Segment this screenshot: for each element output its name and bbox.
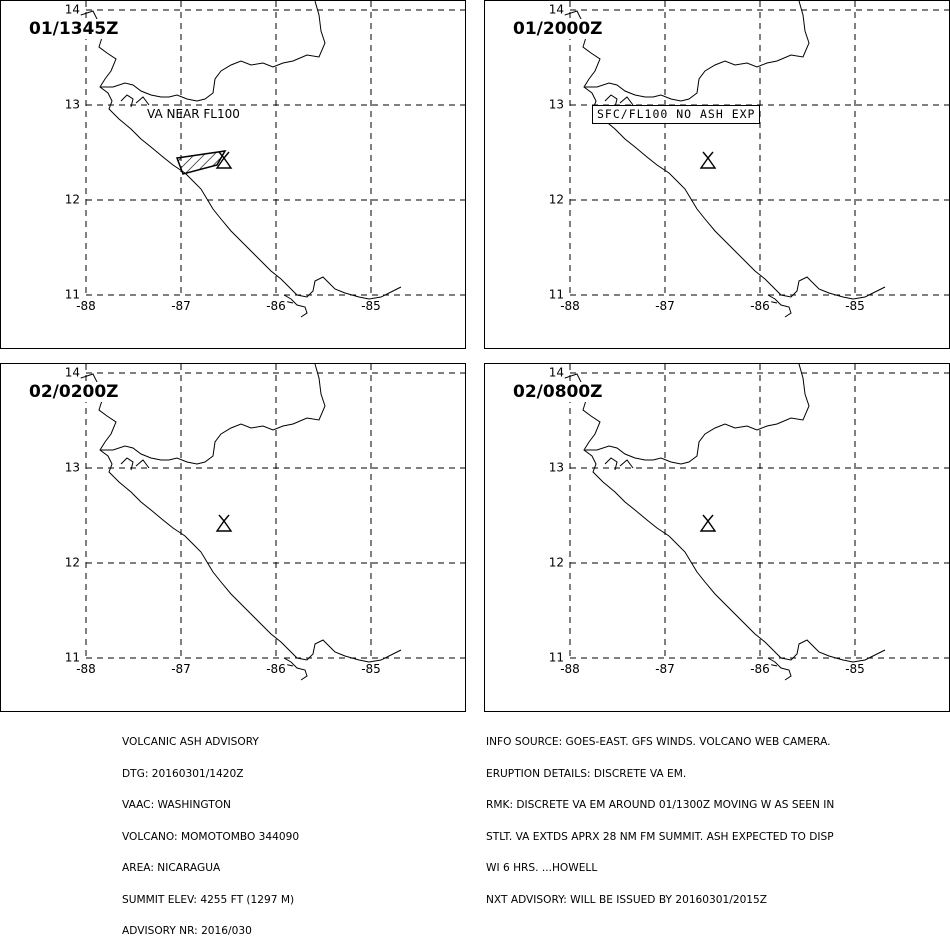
advisory-title: VOLCANIC ASH ADVISORY (122, 736, 259, 748)
country-border (101, 364, 326, 465)
advisory-dtg: DTG: 20160301/1420Z (122, 767, 244, 780)
ash-status-label: VA NEAR FL100 (147, 107, 240, 121)
lat-tick-label: 13 (547, 97, 565, 112)
forecast-panel: 01/1345Z 14 13 12 11 -88 -87 -86 -85 VA NEAR FL10… (0, 0, 466, 349)
advisory-eruption-details: ERUPTION DETAILS: DISCRETE VA EM. (486, 767, 687, 780)
coastline (552, 371, 886, 663)
country-border (585, 364, 810, 465)
lat-tick-label: 12 (547, 555, 565, 570)
lon-tick-label: -87 (654, 662, 676, 676)
lon-tick-label: -85 (844, 299, 866, 313)
lat-tick-label: 12 (63, 192, 81, 207)
bay-outline (120, 457, 150, 471)
forecast-time-label: 01/1345Z (29, 19, 119, 39)
map-canvas (552, 1, 949, 318)
lat-tick-label: 14 (547, 2, 565, 17)
lat-lon-grid (569, 364, 949, 660)
lon-tick-label: -87 (170, 299, 192, 313)
volcano-symbol-icon (215, 151, 233, 169)
lat-lon-grid (569, 1, 949, 297)
lat-tick-label: 14 (63, 365, 81, 380)
lon-tick-label: -88 (559, 662, 581, 676)
lon-tick-label: -86 (265, 662, 287, 676)
coastline (552, 8, 886, 300)
coastline (68, 8, 402, 300)
lon-tick-label: -88 (75, 662, 97, 676)
advisory-vaac: VAAC: WASHINGTON (122, 799, 231, 811)
hatched-ash-area-icon (175, 150, 227, 175)
advisory-volcano: VOLCANO: MOMOTOMBO 344090 (122, 830, 300, 843)
volcano-symbol-icon (215, 514, 233, 532)
forecast-time-label: 02/0800Z (513, 382, 603, 402)
lon-tick-label: -85 (360, 299, 382, 313)
advisory-remarks-block: INFO SOURCE: GOES-EAST. GFS WINDS. VOLCA… (486, 716, 834, 916)
lat-tick-label: 14 (63, 2, 81, 17)
forecast-panel: 01/2000Z 14 13 12 11 -88 -87 -86 -85 SFC/FL100 NO… (484, 0, 950, 349)
lon-tick-label: -86 (265, 299, 287, 313)
forecast-time-label: 02/0200Z (29, 382, 119, 402)
lon-tick-label: -87 (654, 299, 676, 313)
lon-tick-label: -88 (559, 299, 581, 313)
lon-tick-label: -85 (360, 662, 382, 676)
lat-tick-label: 14 (547, 365, 565, 380)
lat-tick-label: 11 (63, 650, 81, 665)
advisory-remarks-line-1: RMK: DISCRETE VA EM AROUND 01/1300Z MOVI… (486, 799, 835, 811)
map-canvas (68, 364, 465, 681)
advisory-header-block: VOLCANIC ASH ADVISORY DTG: 20160301/1420… (122, 716, 299, 947)
gulf-coastline (283, 294, 308, 318)
advisory-remarks-line-3: WI 6 HRS. ...HOWELL (486, 862, 598, 874)
gulf-coastline (767, 657, 792, 681)
lat-tick-label: 11 (547, 650, 565, 665)
lat-tick-label: 12 (547, 192, 565, 207)
lon-tick-label: -86 (749, 299, 771, 313)
ash-status-label: SFC/FL100 NO ASH EXP (592, 105, 761, 124)
forecast-time-label: 01/2000Z (513, 19, 603, 39)
bay-outline (604, 457, 634, 471)
advisory-next-advisory: NXT ADVISORY: WILL BE ISSUED BY 20160301… (486, 893, 768, 906)
volcano-symbol-icon (699, 514, 717, 532)
lon-tick-label: -85 (844, 662, 866, 676)
gulf-coastline (767, 294, 792, 318)
lat-tick-label: 12 (63, 555, 81, 570)
advisory-summit-elev: SUMMIT ELEV: 4255 FT (1297 M) (122, 893, 295, 906)
map-canvas (68, 1, 465, 318)
lon-tick-label: -86 (749, 662, 771, 676)
bay-outline (120, 94, 150, 108)
lat-lon-grid (85, 1, 465, 297)
coastline (68, 371, 402, 663)
lat-tick-label: 13 (63, 460, 81, 475)
lon-tick-label: -88 (75, 299, 97, 313)
advisory-info-source: INFO SOURCE: GOES-EAST. GFS WINDS. VOLCA… (486, 736, 831, 748)
lat-tick-label: 11 (63, 287, 81, 302)
lat-tick-label: 13 (63, 97, 81, 112)
advisory-number: ADVISORY NR: 2016/030 (122, 925, 252, 937)
country-border (585, 1, 810, 102)
gulf-coastline (283, 657, 308, 681)
advisory-area: AREA: NICARAGUA (122, 862, 221, 874)
map-canvas (552, 364, 949, 681)
country-border (101, 1, 326, 102)
lat-tick-label: 11 (547, 287, 565, 302)
lat-tick-label: 13 (547, 460, 565, 475)
advisory-remarks-line-2: STLT. VA EXTDS APRX 28 NM FM SUMMIT. ASH… (486, 830, 834, 843)
bay-outline (604, 94, 634, 108)
lat-lon-grid (85, 364, 465, 660)
volcano-symbol-icon (699, 151, 717, 169)
lon-tick-label: -87 (170, 662, 192, 676)
